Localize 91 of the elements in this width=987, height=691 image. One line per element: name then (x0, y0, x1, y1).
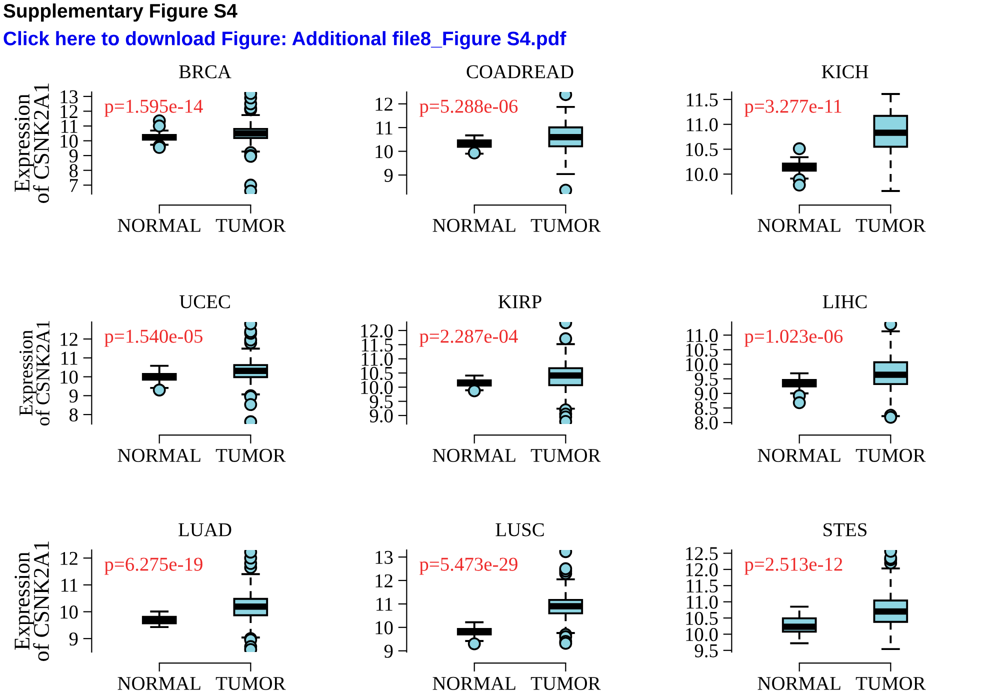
y-tick-label: 11.0 (686, 596, 718, 609)
y-tick-label: 12.0 (686, 563, 718, 576)
x-tick-label: NORMAL (118, 676, 200, 690)
y-tick-label: 10.0 (361, 380, 393, 394)
y-tick-label: 10 (60, 134, 78, 148)
y-tick-label: 8 (69, 408, 78, 422)
annotation: p=5.473e-29 (420, 558, 518, 575)
chart-title: LUSC (496, 523, 544, 536)
y-tick-label: 10.0 (686, 168, 718, 182)
y-tick-label: 12 (60, 105, 78, 118)
y-tick-label: 11 (61, 578, 78, 592)
y-tick-label: 7 (70, 179, 78, 192)
y-tick-label: 9 (69, 632, 78, 646)
y-tick-label: 8 (69, 164, 78, 178)
y-tick-label: 9.5 (694, 372, 718, 386)
y-tick-label: 12 (376, 574, 392, 588)
x-tick-label: TUMOR (530, 218, 601, 232)
chart-title: COADREAD (466, 65, 574, 78)
y-tick-label: 11 (376, 598, 392, 611)
y-tick-label: 9.0 (694, 387, 718, 400)
y-axis-title: Expression of CSNK2A1 (14, 84, 49, 203)
y-tick-label: 12 (60, 552, 78, 565)
y-tick-label: 11.0 (362, 352, 393, 366)
y-tick-label: 11.5 (362, 338, 393, 352)
x-tick-label: TUMOR (856, 218, 926, 232)
y-tick-label: 12 (60, 332, 78, 346)
y-tick-label: 12.0 (361, 324, 393, 338)
annotation: p=2.513e-12 (744, 558, 842, 575)
y-tick-label: 10 (60, 370, 78, 384)
y-tick-label: 10.5 (361, 366, 393, 380)
y-tick-label: 8.0 (694, 416, 718, 430)
annotation: p=1.023e-06 (744, 330, 843, 347)
chart-title: UCEC (179, 295, 230, 308)
y-tick-label: 12 (376, 98, 392, 111)
annotation: p=2.287e-04 (420, 330, 518, 347)
chart-title: BRCA (179, 65, 232, 78)
y-tick-label: 8.5 (694, 402, 718, 415)
x-tick-label: NORMAL (432, 448, 516, 462)
chart-title: KICH (822, 65, 868, 78)
y-tick-label: 11.5 (686, 580, 718, 593)
y-tick-label: 10.0 (686, 628, 718, 642)
y-axis-title: Expression of CSNK2A1 (14, 542, 49, 661)
x-tick-label: TUMOR (856, 676, 926, 690)
y-tick-label: 10.5 (686, 143, 718, 156)
annotation: p=5.288e-06 (420, 100, 518, 117)
y-tick-label: 10 (376, 621, 393, 634)
y-tick-label: 11.5 (686, 93, 718, 106)
y-tick-label: 10.5 (686, 612, 718, 626)
y-tick-label: 11.0 (686, 328, 718, 342)
chart-title: KIRP (498, 295, 542, 308)
y-axis-title: Expression of CSNK2A1 (19, 320, 50, 426)
chart-title: LUAD (178, 523, 232, 536)
y-tick-label: 10.5 (686, 344, 718, 357)
y-tick-label: 12.5 (686, 547, 718, 560)
x-tick-label: NORMAL (432, 676, 516, 690)
x-tick-label: TUMOR (530, 676, 601, 690)
x-tick-label: TUMOR (530, 448, 601, 462)
y-tick-label: 11.0 (686, 118, 718, 132)
y-tick-label: 13 (60, 90, 78, 104)
x-tick-label: NORMAL (758, 676, 840, 690)
y-tick-label: 11 (376, 121, 392, 134)
x-tick-label: TUMOR (216, 448, 286, 462)
y-tick-label: 9 (384, 168, 393, 182)
x-tick-label: NORMAL (118, 448, 200, 462)
x-tick-label: NORMAL (118, 218, 200, 232)
y-tick-label: 13 (376, 550, 393, 564)
x-tick-label: NORMAL (758, 448, 840, 462)
y-tick-label: 9 (69, 390, 78, 403)
x-tick-label: TUMOR (216, 218, 286, 232)
x-tick-label: NORMAL (758, 218, 840, 232)
annotation: p=3.277e-11 (744, 100, 842, 117)
y-tick-label: 9.5 (694, 644, 718, 658)
y-tick-label: 9.5 (370, 395, 393, 408)
annotation: p=6.275e-19 (104, 558, 202, 575)
annotation: p=1.595e-14 (104, 100, 203, 117)
x-tick-label: TUMOR (216, 676, 286, 690)
chart-title: LIHC (822, 295, 867, 308)
y-tick-label: 9 (384, 644, 393, 658)
y-tick-label: 11 (61, 352, 78, 365)
x-tick-label: NORMAL (432, 218, 516, 232)
y-tick-label: 10.0 (686, 358, 718, 372)
text: Supplementary Figure S4 (4, 3, 238, 22)
annotation: p=1.540e-05 (104, 330, 202, 347)
y-tick-label: 10 (60, 606, 78, 619)
y-tick-label: 11 (61, 120, 78, 133)
x-tick-label: TUMOR (856, 448, 926, 462)
chart-title: STES (824, 523, 866, 536)
y-tick-label: 9 (69, 149, 78, 163)
y-tick-label: 10 (376, 145, 393, 158)
y-tick-label: 9.0 (370, 409, 393, 423)
text: Click here to download Figure: Additional file8_Figure S4.pdf (4, 31, 566, 50)
